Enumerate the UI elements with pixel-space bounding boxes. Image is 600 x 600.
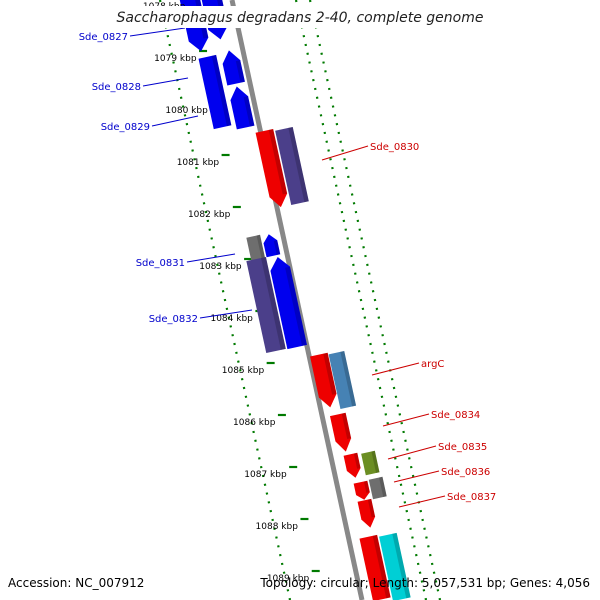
gene-feature xyxy=(343,452,361,478)
gene-feature xyxy=(359,534,391,600)
label-leader xyxy=(186,253,236,263)
gene-label-left[interactable]: Sde_0828 xyxy=(92,82,141,93)
feature-guide-lines xyxy=(158,0,442,600)
guide-line-1 xyxy=(158,0,292,600)
gene-label-left[interactable]: Sde_0827 xyxy=(79,32,128,43)
label-leader xyxy=(382,413,430,427)
label-leader xyxy=(151,115,199,127)
label-leader xyxy=(387,445,437,460)
gene-label-left[interactable]: Sde_0829 xyxy=(101,122,150,133)
gene-feature xyxy=(270,257,307,350)
label-leader xyxy=(371,362,420,376)
gene-feature xyxy=(222,50,245,86)
title-backdrop xyxy=(110,6,490,28)
label-leader xyxy=(393,470,440,483)
tick-label: 1081 kbp xyxy=(177,158,220,168)
gene-features xyxy=(178,0,411,600)
accession-text: Accession: NC_007912 xyxy=(8,576,144,590)
gene-label-right[interactable]: Sde_0836 xyxy=(441,467,490,478)
topology-text: Topology: circular; Length: 5,057,531 bp… xyxy=(259,576,590,590)
gene-label-right[interactable]: Sde_0835 xyxy=(438,442,487,453)
tick-label: 1082 kbp xyxy=(188,210,231,220)
tick-label: 1089 kbp xyxy=(267,574,310,584)
gene-labels: Sde_0827 Sde_0828 Sde_0829 Sde_0831 Sde_0832… xyxy=(79,27,496,508)
tick-label: 1086 kbp xyxy=(233,418,276,428)
tick-label: 1088 kbp xyxy=(256,522,299,532)
gene-feature xyxy=(246,256,286,354)
gene-label-right[interactable]: Sde_0830 xyxy=(370,142,419,153)
gene-feature xyxy=(361,450,380,476)
gene-label-left[interactable]: Sde_0831 xyxy=(136,258,185,269)
gene-feature xyxy=(379,532,411,600)
gene-feature xyxy=(255,128,288,208)
guide-line-2 xyxy=(294,0,428,600)
tick-label: 1079 kbp xyxy=(154,54,197,64)
gene-label-right[interactable]: Sde_0834 xyxy=(431,410,480,421)
gene-feature xyxy=(353,480,370,500)
gene-feature xyxy=(310,352,337,408)
gene-feature xyxy=(368,476,387,500)
label-leader xyxy=(398,495,446,508)
gene-feature xyxy=(357,498,376,528)
gene-feature xyxy=(246,234,266,262)
tick-label: 1084 kbp xyxy=(210,314,253,324)
tick-label: 1080 kbp xyxy=(165,106,208,116)
gene-feature xyxy=(263,234,281,258)
gene-label-left[interactable]: Sde_0832 xyxy=(149,314,198,325)
label-leader xyxy=(199,309,253,319)
tick-label: 1083 kbp xyxy=(199,262,242,272)
gene-feature xyxy=(329,412,352,452)
gene-feature xyxy=(198,54,232,130)
gene-label-right[interactable]: Sde_0837 xyxy=(447,492,496,503)
gene-feature xyxy=(275,126,309,206)
guide-line-3 xyxy=(308,0,442,600)
tick-label: 1085 kbp xyxy=(222,366,265,376)
label-leader xyxy=(129,27,186,37)
label-leader xyxy=(142,77,189,87)
tick-label: 1087 kbp xyxy=(244,470,287,480)
label-leader xyxy=(321,145,369,161)
gene-feature xyxy=(328,350,357,410)
map-title: Saccharophagus degradans 2-40, complete … xyxy=(117,10,484,26)
gene-feature xyxy=(230,86,255,130)
gene-label-right[interactable]: argC xyxy=(421,359,444,370)
